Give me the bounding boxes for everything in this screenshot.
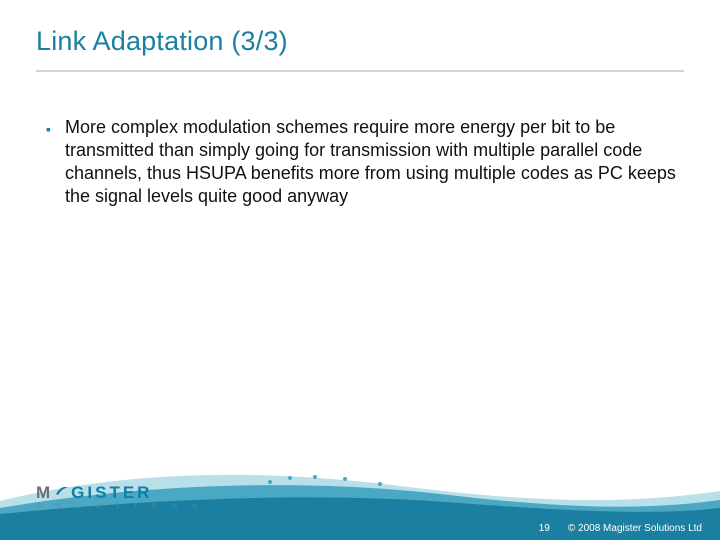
bullet-text: More complex modulation schemes require … — [65, 116, 680, 208]
slide-body: ▪ More complex modulation schemes requir… — [46, 116, 680, 208]
bullet-item: ▪ More complex modulation schemes requir… — [46, 116, 680, 208]
slide-title: Link Adaptation (3/3) — [36, 26, 288, 57]
copyright-text: © 2008 Magister Solutions Ltd — [568, 523, 702, 534]
logo-subtext: S O L U T I O N S — [37, 504, 204, 510]
logo-swoosh-icon — [54, 482, 70, 503]
bullet-marker-icon: ▪ — [46, 116, 51, 140]
logo-wordmark: M GISTER — [36, 482, 204, 503]
footer-bar: 19 © 2008 Magister Solutions Ltd — [0, 516, 720, 540]
logo-rest: GISTER — [71, 483, 152, 503]
title-underline — [36, 70, 684, 72]
page-number: 19 — [539, 523, 550, 534]
slide: Link Adaptation (3/3) ▪ More complex mod… — [0, 0, 720, 540]
brand-logo: M GISTER S O L U T I O N S — [36, 482, 204, 510]
logo-letter-m: M — [36, 483, 53, 503]
